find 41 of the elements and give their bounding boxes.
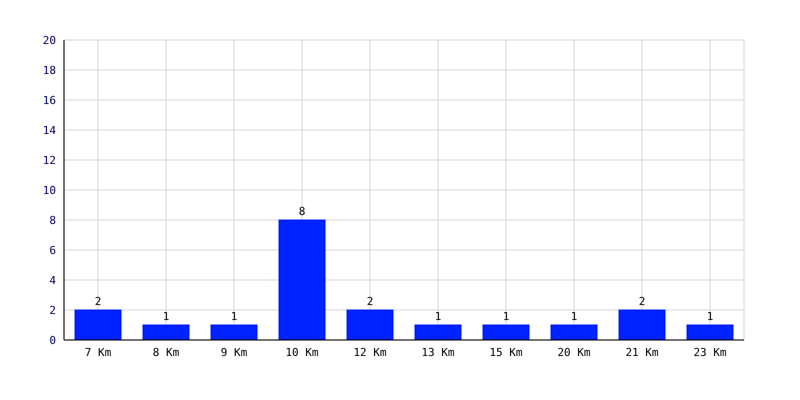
x-tick-label: 8 Km bbox=[152, 346, 180, 359]
x-tick-label: 10 Km bbox=[285, 346, 319, 359]
bar bbox=[550, 324, 598, 340]
x-tick-label: 12 Km bbox=[353, 346, 387, 359]
bar bbox=[482, 324, 530, 340]
bar bbox=[278, 220, 326, 340]
data-label: 1 bbox=[230, 310, 238, 323]
y-tick-label: 2 bbox=[49, 304, 56, 317]
data-label: 8 bbox=[298, 205, 306, 218]
y-tick-label: 18 bbox=[42, 64, 56, 77]
x-tick-label: 20 Km bbox=[557, 346, 591, 359]
bar bbox=[142, 324, 190, 340]
y-tick-label: 12 bbox=[42, 154, 56, 167]
y-tick-label: 0 bbox=[49, 334, 56, 347]
bar bbox=[210, 324, 258, 340]
x-tick-label: 23 Km bbox=[693, 346, 727, 359]
data-label: 1 bbox=[570, 310, 578, 323]
x-tick-label: 7 Km bbox=[84, 346, 112, 359]
y-tick-label: 8 bbox=[49, 214, 56, 227]
y-tick-label: 20 bbox=[42, 34, 56, 47]
data-label: 2 bbox=[638, 295, 646, 308]
data-label: 1 bbox=[706, 310, 714, 323]
bar bbox=[414, 324, 462, 340]
data-label: 1 bbox=[162, 310, 170, 323]
bar bbox=[74, 310, 122, 340]
data-label: 2 bbox=[366, 295, 374, 308]
y-tick-label: 16 bbox=[42, 94, 56, 107]
y-tick-label: 6 bbox=[49, 244, 56, 257]
x-tick-label: 15 Km bbox=[489, 346, 523, 359]
bar bbox=[686, 324, 734, 340]
x-tick-label: 9 Km bbox=[220, 346, 248, 359]
data-label: 2 bbox=[94, 295, 102, 308]
x-tick-label: 13 Km bbox=[421, 346, 455, 359]
x-tick-label: 21 Km bbox=[625, 346, 659, 359]
y-tick-label: 14 bbox=[42, 124, 56, 137]
y-tick-label: 4 bbox=[49, 274, 56, 287]
y-tick-label: 10 bbox=[42, 184, 56, 197]
data-label: 1 bbox=[434, 310, 442, 323]
bar bbox=[618, 310, 666, 340]
data-label: 1 bbox=[502, 310, 510, 323]
bar bbox=[346, 310, 394, 340]
